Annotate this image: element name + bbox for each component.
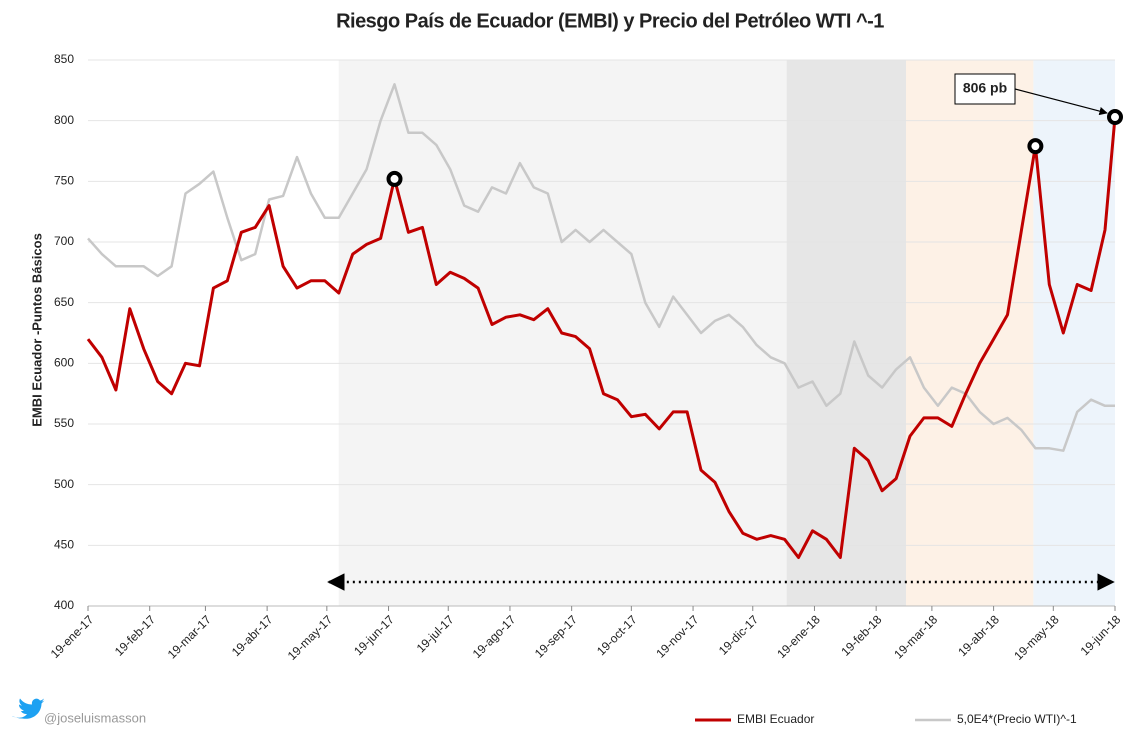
x-tick-label: 19-nov-17 (653, 612, 701, 660)
highlight-marker (1027, 138, 1044, 155)
x-tick-label: 19-abr-18 (955, 612, 1002, 659)
x-tick-label: 19-sep-17 (532, 612, 580, 660)
twitter-icon (12, 698, 45, 719)
x-tick-label: 19-mar-17 (165, 612, 214, 661)
x-tick-label: 19-feb-18 (838, 612, 884, 658)
x-tick-label: 19-ago-17 (470, 612, 519, 661)
shaded-period (786, 60, 907, 606)
y-tick-label: 450 (54, 538, 74, 552)
legend-label: EMBI Ecuador (737, 712, 814, 726)
y-tick-label: 750 (54, 174, 74, 188)
highlight-marker (1107, 109, 1123, 126)
chart-title: Riesgo País de Ecuador (EMBI) y Precio d… (336, 10, 884, 32)
y-axis-label: EMBI Ecuador -Puntos Básicos (29, 233, 44, 427)
shaded-period (906, 60, 1034, 606)
x-tick-label: 19-jun-17 (351, 612, 397, 658)
y-tick-label: 550 (54, 416, 74, 430)
y-tick-label: 650 (54, 295, 74, 309)
x-tick-label: 19-ene-18 (774, 612, 823, 661)
highlight-marker (386, 170, 403, 187)
annotation-text: 806 pb (963, 80, 1007, 96)
x-tick-label: 19-abr-17 (229, 612, 276, 659)
y-tick-label: 500 (54, 477, 74, 491)
y-tick-label: 850 (54, 52, 74, 66)
y-tick-label: 800 (54, 113, 74, 127)
background (338, 60, 1115, 606)
credit: @joseluismasson (44, 710, 146, 725)
series-line (86, 116, 1117, 559)
x-tick-label: 19-mar-18 (891, 612, 940, 661)
y-tick-label: 700 (54, 234, 74, 248)
y-tick-label: 400 (54, 598, 74, 612)
x-tick-label: 19-dic-17 (716, 612, 762, 658)
shaded-period (1033, 60, 1115, 606)
y-tick-label: 600 (54, 356, 74, 370)
x-tick-label: 19-may-18 (1011, 612, 1062, 663)
x-tick-label: 19-may-17 (285, 612, 336, 663)
x-tick-label: 19-jun-18 (1078, 612, 1124, 658)
annotation-box (954, 73, 1016, 105)
annotation-arrow (1014, 88, 1108, 116)
x-tick-label: 19-ene-17 (48, 612, 97, 661)
x-tick-label: 19-jul-17 (414, 612, 457, 655)
legend-label: 5,0E4*(Precio WTI)^-1 (957, 712, 1077, 726)
series-line (87, 83, 1115, 452)
x-tick-label: 19-oct-17 (594, 612, 640, 658)
x-tick-label: 19-feb-17 (112, 612, 158, 658)
